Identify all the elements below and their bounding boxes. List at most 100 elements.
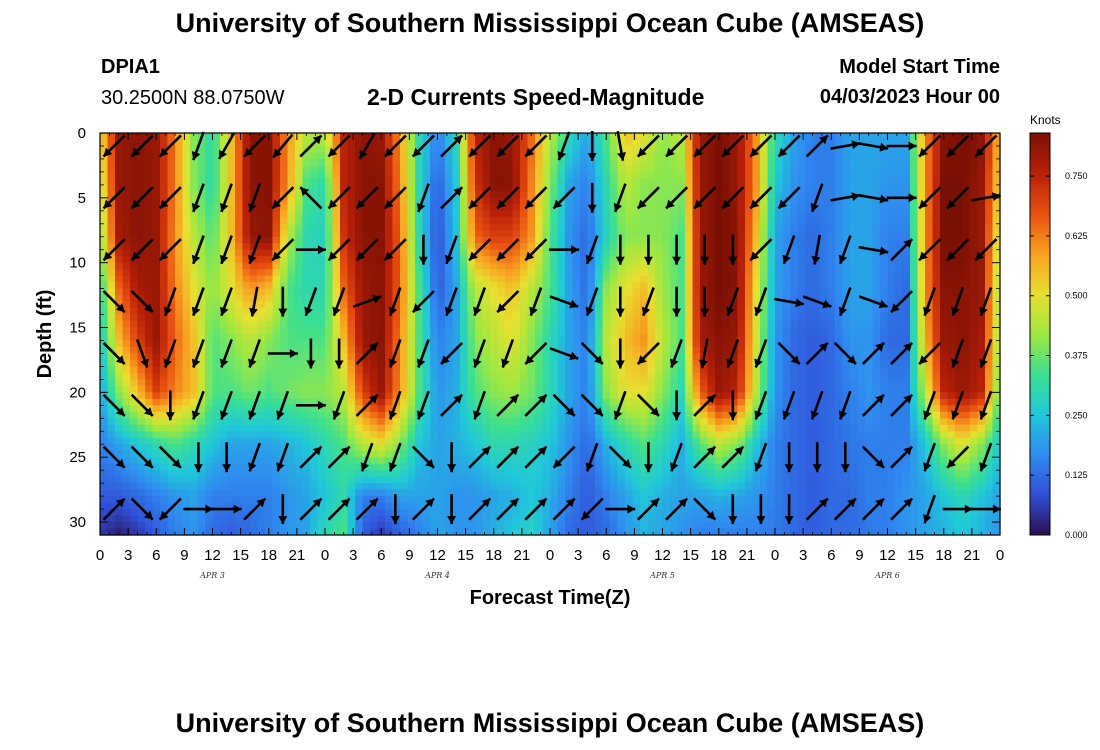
heatmap-cell [895,334,904,342]
heatmap-cell [917,346,926,355]
heatmap-cell [932,152,941,160]
model-start-time: 04/03/2023 Hour 00 [819,86,1000,108]
heatmap-cell [490,314,499,322]
heatmap-cell [790,334,799,342]
heatmap-cell [910,178,919,186]
heatmap-cell [452,372,461,380]
heatmap-cell [572,269,581,277]
heatmap-cell [422,171,431,179]
heatmap-cell [340,139,349,147]
heatmap-cell [902,366,911,374]
heatmap-cell [977,327,986,335]
heatmap-cell [272,133,281,141]
heatmap-cell [122,398,131,406]
heatmap-cell [752,256,761,264]
heatmap-cell [737,165,746,173]
heatmap-cell [587,353,596,361]
heatmap-cell [430,152,439,160]
heatmap-cell [355,184,364,192]
heatmap-cell [377,359,386,368]
heatmap-cell [782,191,791,199]
heatmap-cell [812,334,821,342]
heatmap-cell [842,282,851,290]
heatmap-cell [445,359,454,368]
heatmap-cell [332,171,341,179]
heatmap-cell [820,334,829,342]
heatmap-cell [640,243,649,251]
heatmap-cell [677,282,686,290]
heatmap-cell [122,236,131,244]
heatmap-cell [250,217,259,225]
heatmap-cell [280,262,289,270]
heatmap-cell [370,191,379,199]
heatmap-cell [550,197,559,205]
heatmap-cell [422,288,431,296]
heatmap-cell [572,210,581,218]
heatmap-cell [940,152,949,160]
heatmap-cell [812,223,821,231]
heatmap-cell [775,197,784,205]
heatmap-cell [130,217,139,225]
heatmap-cell [520,359,529,368]
heatmap-cell [910,353,919,361]
heatmap-cell [167,269,176,277]
heatmap-cell [707,223,716,231]
heatmap-cell [190,165,199,173]
heatmap-cell [197,256,206,264]
heatmap-cell [625,262,634,270]
heatmap-cell [392,340,401,348]
heatmap-cell [242,288,251,296]
heatmap-cell [602,301,611,309]
heatmap-cell [167,197,176,205]
heatmap-cell [557,308,566,316]
heatmap-cell [872,243,881,251]
heatmap-cell [790,171,799,179]
heatmap-cell [662,243,671,251]
heatmap-cell [190,139,199,147]
heatmap-cell [992,223,1001,231]
heatmap-cell [160,398,169,406]
heatmap-cell [677,301,686,309]
heatmap-cell [677,249,686,257]
heatmap-cell [595,204,604,212]
heatmap-cell [100,346,109,355]
heatmap-cell [677,385,686,393]
heatmap-cell [122,145,131,154]
heatmap-cell [850,262,859,270]
heatmap-cell [835,308,844,316]
heatmap-cell [130,353,139,361]
heatmap-cell [932,392,941,400]
heatmap-cell [302,398,311,406]
heatmap-cell [655,256,664,264]
heatmap-cell [310,249,319,257]
heatmap-cell [917,392,926,400]
heatmap-cell [512,340,521,348]
heatmap-cell [767,191,776,199]
heatmap-cell [130,191,139,199]
heatmap-cell [895,210,904,218]
heatmap-cell [362,334,371,342]
heatmap-cell [565,282,574,290]
heatmap-cell [805,178,814,186]
heatmap-cell [430,379,439,387]
heatmap-cell [145,288,154,296]
heatmap-cell [137,392,146,400]
heatmap-cell [325,184,334,192]
heatmap-cell [617,392,626,400]
heatmap-cell [745,340,754,348]
heatmap-cell [235,366,244,374]
heatmap-cell [565,340,574,348]
heatmap-cell [392,288,401,296]
heatmap-cell [542,334,551,342]
heatmap-cell [452,133,461,141]
heatmap-cell [137,308,146,316]
heatmap-cell [715,282,724,290]
heatmap-cell [887,158,896,167]
heatmap-cell [625,301,634,309]
heatmap-cell [782,327,791,335]
heatmap-cell [272,184,281,192]
heatmap-cell [385,184,394,192]
heatmap-cell [947,256,956,264]
heatmap-cell [895,165,904,173]
heatmap-cell [692,165,701,173]
